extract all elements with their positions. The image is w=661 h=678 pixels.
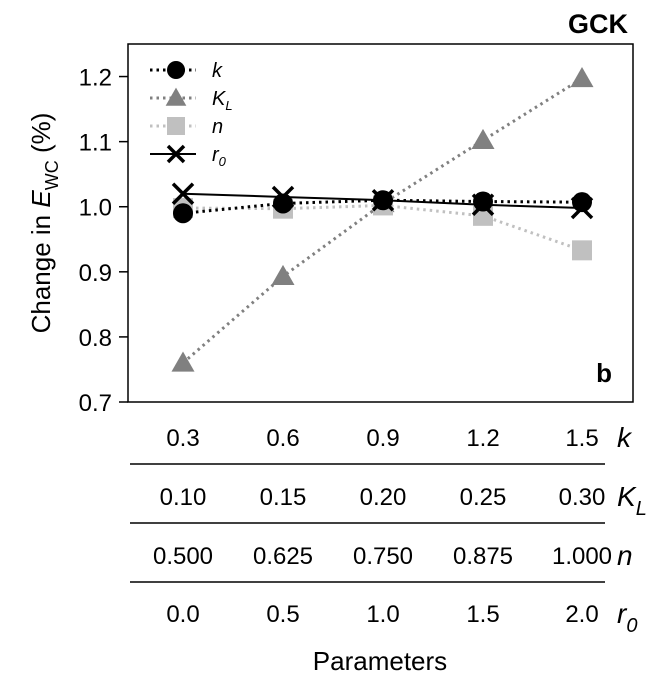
x-parameter-rows: 0.3 0.6 0.9 1.2 1.5 k0.10 0.15 0.20 0.25 0.30 KL0.… [130, 422, 647, 637]
x-row-parameter-name: n [617, 540, 633, 571]
legend-label: k [212, 60, 223, 82]
x-row-KL: 0.10 0.15 0.20 0.25 0.30 KL [130, 481, 647, 524]
y-tick-label: 1.0 [79, 195, 112, 222]
data-point-triangle [570, 66, 594, 88]
y-tick-label: 0.8 [79, 325, 112, 352]
x-tick-label: 0.25 [460, 484, 507, 511]
legend-marker-cross [166, 144, 186, 164]
data-point-circle [473, 191, 493, 212]
plot-frame [127, 43, 634, 403]
x-tick-label: 1.5 [466, 601, 499, 628]
x-tick-label: 0.6 [266, 425, 299, 452]
legend-marker-square [167, 117, 185, 135]
legend-item: n [150, 116, 223, 138]
series-line [182, 77, 583, 365]
legend-label: KL [212, 88, 233, 113]
series-line [182, 203, 583, 252]
data-point-cross [271, 185, 295, 209]
x-tick-label: 1.5 [565, 425, 598, 452]
series-line [182, 198, 583, 215]
legend-label: n [212, 116, 223, 138]
x-tick-label: 1.000 [552, 543, 612, 570]
data-point-triangle [171, 351, 195, 372]
x-tick-label: 0.625 [253, 543, 313, 570]
y-tick-label: 0.9 [79, 260, 112, 287]
x-row-n: 0.500 0.625 0.750 0.875 1.000 n [130, 540, 633, 583]
x-tick-label: 1.2 [466, 425, 499, 452]
panel-label: b [596, 358, 612, 388]
series-layer [171, 66, 594, 372]
chart-title: GCK [568, 9, 629, 39]
x-tick-label: 0.5 [266, 601, 299, 628]
x-row-parameter-name: k [617, 422, 633, 453]
legend-marker-circle [167, 61, 185, 79]
y-axis-ticks: 0.7 0.8 0.9 1.0 1.1 1.2 [79, 65, 128, 417]
x-row-k: 0.3 0.6 0.9 1.2 1.5 k [130, 422, 633, 465]
data-point-cross [471, 193, 495, 217]
x-tick-label: 0.3 [166, 425, 199, 452]
legend-label: r0 [212, 144, 227, 169]
x-axis-label: Parameters [313, 646, 447, 676]
x-tick-label: 0.750 [353, 543, 413, 570]
x-tick-label: 0.20 [360, 484, 407, 511]
x-tick-label: 0.15 [260, 484, 307, 511]
x-tick-label: 0.9 [366, 425, 399, 452]
data-point-cross [570, 196, 594, 220]
x-tick-label: 0.30 [559, 484, 606, 511]
legend-item: k [150, 60, 223, 82]
y-tick-label: 1.1 [79, 130, 112, 157]
y-tick-label: 0.7 [79, 390, 112, 417]
x-tick-label: 0.10 [160, 484, 207, 511]
data-point-cross [171, 182, 195, 205]
legend-item: KL [150, 87, 233, 113]
x-row-parameter-name: r0 [617, 598, 637, 637]
data-point-triangle [271, 264, 295, 285]
y-axis-label: Change in EWC (%) [26, 113, 62, 334]
data-point-cross [371, 188, 395, 212]
legend-marker-triangle [165, 87, 187, 106]
y-tick-label: 1.2 [79, 65, 112, 92]
x-row-r0: 0.0 0.5 1.0 1.5 2.0 r0 [166, 598, 637, 637]
data-point-square [572, 240, 592, 261]
legend: k KL n r0 [150, 60, 233, 169]
x-tick-label: 1.0 [366, 601, 399, 628]
x-tick-label: 2.0 [565, 601, 598, 628]
x-tick-label: 0.0 [166, 601, 199, 628]
series-KL [171, 66, 594, 372]
data-point-circle [273, 193, 293, 214]
series-r0 [171, 182, 594, 220]
legend-item: r0 [150, 144, 227, 169]
x-tick-label: 0.500 [153, 543, 213, 570]
data-point-circle [173, 203, 193, 224]
data-point-triangle [471, 128, 495, 149]
x-tick-label: 0.875 [453, 543, 513, 570]
x-row-parameter-name: KL [617, 481, 647, 520]
